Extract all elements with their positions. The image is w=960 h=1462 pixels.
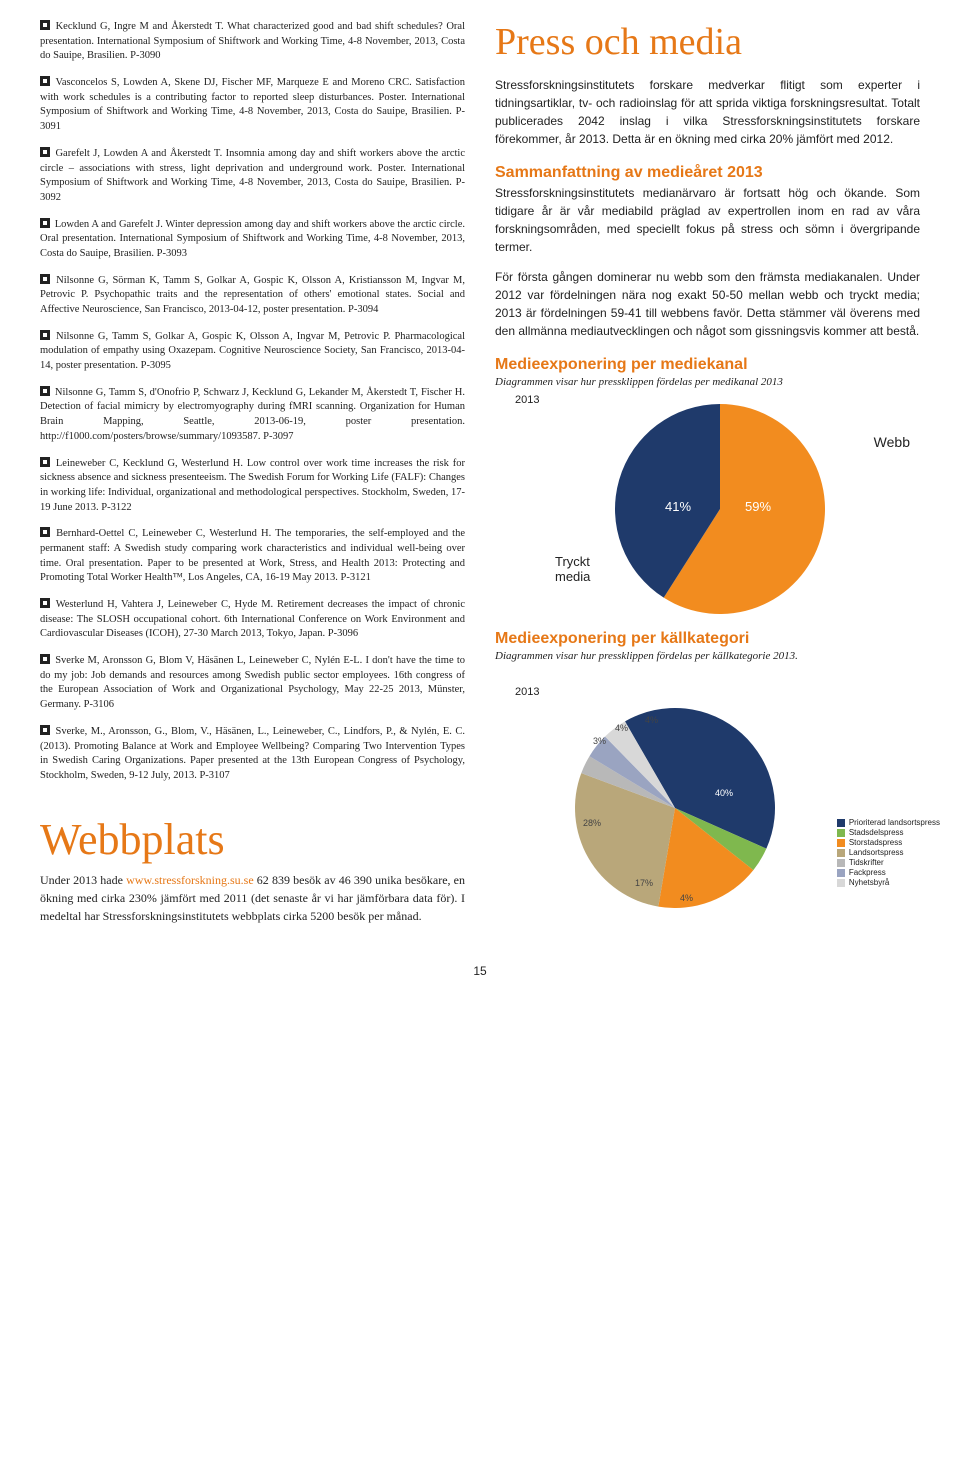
pie1-label-tryckt: Tryckt media: [555, 554, 590, 584]
right-column: Press och media Stressforskningsinstitut…: [495, 20, 920, 944]
reference-item: Vasconcelos S, Lowden A, Skene DJ, Fisch…: [40, 76, 465, 135]
bullet-icon: [40, 598, 50, 608]
legend-item: Storstadspress: [837, 838, 940, 847]
main-columns: Kecklund G, Ingre M and Åkerstedt T. Wha…: [40, 20, 920, 944]
reference-item: Leineweber C, Kecklund G, Westerlund H. …: [40, 457, 465, 516]
pie2-legend: Prioriterad landsortspressStadsdelspress…: [837, 818, 940, 888]
bullet-icon: [40, 20, 50, 30]
kallkategori-caption: Diagrammen visar hur pressklippen fördel…: [495, 650, 920, 662]
legend-item: Landsortspress: [837, 848, 940, 857]
legend-swatch: [837, 839, 845, 847]
bullet-icon: [40, 274, 50, 284]
pie-chart-kallkategori: 2013 40%4%17%28%3%4%4% Prioriterad lands…: [515, 668, 920, 928]
pie2-pct-label: 17%: [635, 878, 653, 888]
pie-chart-mediekanal: 2013 Webb Tryckt media 41% 59%: [515, 394, 920, 614]
legend-item: Fackpress: [837, 868, 940, 877]
pie2-pct-label: 3%: [593, 736, 606, 746]
bullet-icon: [40, 330, 50, 340]
legend-item: Stadsdelspress: [837, 828, 940, 837]
bullet-icon: [40, 457, 50, 467]
webbplats-section: Webbplats Under 2013 hade www.stressfors…: [40, 814, 465, 925]
sammanfattning-p2: För första gången dominerar nu webb som …: [495, 268, 920, 340]
left-column: Kecklund G, Ingre M and Åkerstedt T. Wha…: [40, 20, 465, 944]
pie2-year: 2013: [515, 686, 539, 698]
bullet-icon: [40, 386, 50, 396]
kallkategori-head: Medieexponering per källkategori: [495, 630, 920, 648]
legend-label: Landsortspress: [849, 848, 904, 857]
press-heading: Press och media: [495, 20, 920, 64]
reference-item: Kecklund G, Ingre M and Åkerstedt T. Wha…: [40, 20, 465, 64]
sammanfattning-head: Sammanfattning av medieåret 2013: [495, 164, 920, 182]
pie1-year: 2013: [515, 394, 539, 406]
reference-item: Westerlund H, Vahtera J, Leineweber C, H…: [40, 598, 465, 642]
bullet-icon: [40, 527, 50, 537]
bullet-icon: [40, 725, 50, 735]
page-number: 15: [40, 964, 920, 978]
bullet-icon: [40, 654, 50, 664]
pie1-label-webb: Webb: [874, 434, 910, 450]
pie2-pct-label: 4%: [680, 893, 693, 903]
reference-item: Bernhard-Oettel C, Leineweber C, Westerl…: [40, 527, 465, 586]
bullet-icon: [40, 76, 50, 86]
pie1-pct-41: 41%: [665, 499, 691, 514]
reference-item: Nilsonne G, Tamm S, d'Onofrio P, Schwarz…: [40, 386, 465, 445]
mediekanal-caption: Diagrammen visar hur pressklippen fördel…: [495, 376, 920, 388]
webbplats-before: Under 2013 hade: [40, 873, 126, 887]
legend-label: Tidskrifter: [849, 858, 884, 867]
legend-label: Nyhetsbyrå: [849, 878, 889, 887]
pie1-svg: [615, 404, 825, 614]
webbplats-text: Under 2013 hade www.stressforskning.su.s…: [40, 871, 465, 925]
reference-item: Nilsonne G, Tamm S, Golkar A, Gospic K, …: [40, 330, 465, 374]
webbplats-link[interactable]: www.stressforskning.su.se: [126, 873, 254, 887]
legend-swatch: [837, 879, 845, 887]
reference-item: Nilsonne G, Sörman K, Tamm S, Golkar A, …: [40, 274, 465, 318]
reference-item: Sverke M, Aronsson G, Blom V, Häsänen L,…: [40, 654, 465, 713]
legend-label: Fackpress: [849, 868, 886, 877]
legend-swatch: [837, 829, 845, 837]
pie1-pct-59: 59%: [745, 499, 771, 514]
legend-swatch: [837, 869, 845, 877]
sammanfattning-p1: Stressforskningsinstitutets medianärvaro…: [495, 184, 920, 256]
reference-item: Garefelt J, Lowden A and Åkerstedt T. In…: [40, 147, 465, 206]
reference-item: Sverke, M., Aronsson, G., Blom, V., Häsä…: [40, 725, 465, 784]
bullet-icon: [40, 147, 50, 157]
legend-label: Prioriterad landsortspress: [849, 818, 940, 827]
press-intro: Stressforskningsinstitutets forskare med…: [495, 76, 920, 148]
legend-swatch: [837, 819, 845, 827]
legend-swatch: [837, 859, 845, 867]
pie2-pct-label: 4%: [645, 715, 658, 725]
legend-label: Storstadspress: [849, 838, 902, 847]
pie2-pct-label: 40%: [715, 788, 733, 798]
mediekanal-head: Medieexponering per mediekanal: [495, 356, 920, 374]
legend-swatch: [837, 849, 845, 857]
pie2-pct-label: 28%: [583, 818, 601, 828]
bullet-icon: [40, 218, 50, 228]
reference-item: Lowden A and Garefelt J. Winter depressi…: [40, 218, 465, 262]
legend-item: Nyhetsbyrå: [837, 878, 940, 887]
pie2-pct-label: 4%: [615, 723, 628, 733]
webbplats-heading: Webbplats: [40, 814, 465, 865]
legend-item: Prioriterad landsortspress: [837, 818, 940, 827]
legend-item: Tidskrifter: [837, 858, 940, 867]
legend-label: Stadsdelspress: [849, 828, 904, 837]
